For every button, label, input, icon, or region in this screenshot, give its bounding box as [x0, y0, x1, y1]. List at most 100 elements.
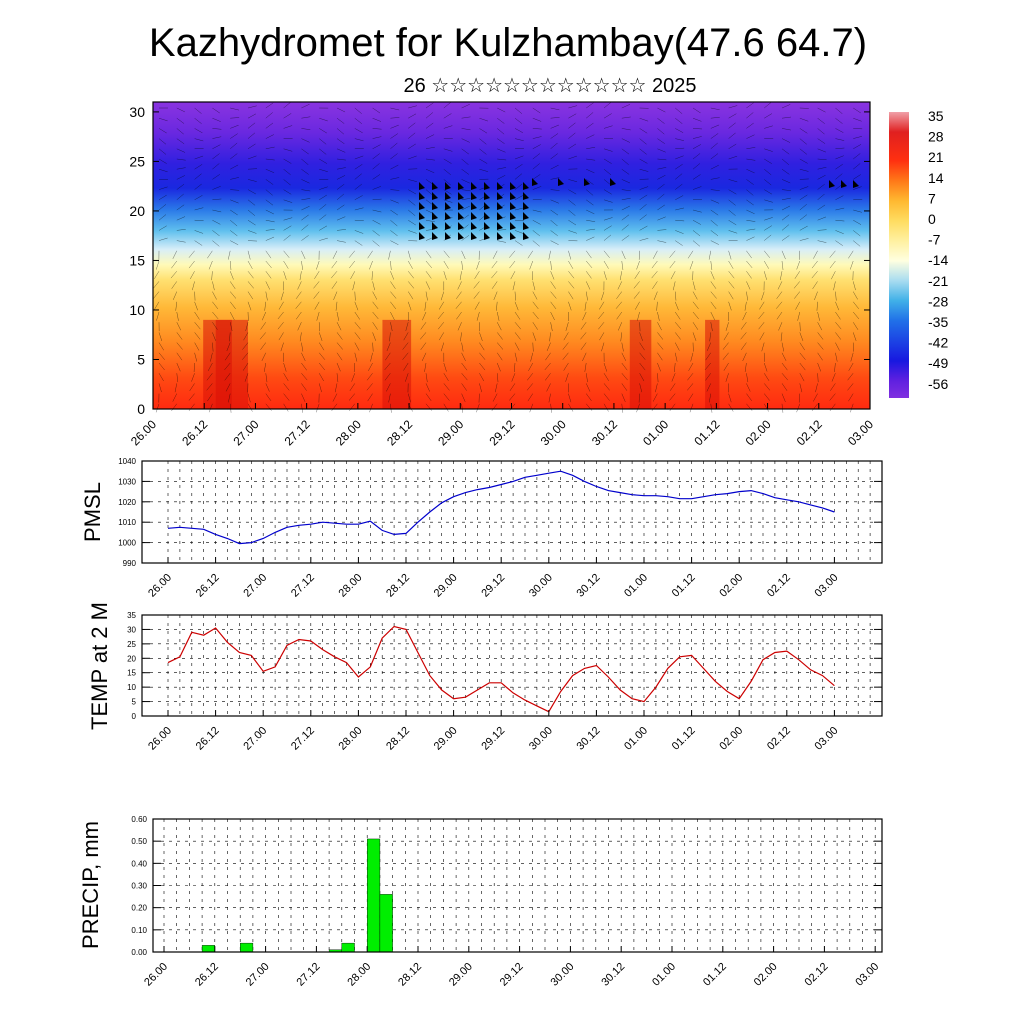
wind-barb — [568, 271, 575, 279]
wind-barb — [354, 173, 362, 180]
wind-barb — [331, 271, 338, 279]
precip-bar — [201, 945, 216, 953]
wind-barb — [527, 393, 534, 402]
colorbar-label: -21 — [928, 273, 948, 289]
wind-barb — [230, 301, 236, 310]
wind-barb — [390, 230, 398, 237]
wind-barb — [586, 122, 594, 129]
temp-frame — [141, 614, 883, 717]
wind-barb — [603, 179, 612, 186]
wind-barb — [403, 332, 409, 341]
wind-barb — [621, 189, 631, 192]
wind-barb — [710, 403, 713, 413]
wind-barb — [228, 393, 231, 403]
wind-barb — [372, 301, 379, 310]
wind-barb — [616, 291, 623, 299]
wind-barb — [425, 219, 435, 223]
wind-barb — [799, 373, 805, 382]
wind-barb — [491, 260, 498, 269]
wind-barb — [817, 229, 827, 231]
wind-barb — [672, 281, 676, 291]
wind-barb — [230, 199, 239, 204]
wind-barb — [603, 234, 612, 241]
wind-barb — [568, 155, 577, 160]
wind-barb — [639, 168, 649, 172]
wind-barb — [637, 311, 640, 321]
wind-barb — [799, 214, 808, 221]
wind-barb — [781, 138, 791, 143]
wind-barb — [265, 236, 275, 241]
wind-barb — [816, 301, 818, 311]
wind-barb — [212, 117, 221, 122]
wind-barb — [853, 219, 862, 225]
wind-barb — [188, 260, 195, 269]
wind-barb — [568, 189, 577, 195]
wind-barb — [437, 311, 444, 320]
y-tick-label: 15 — [129, 252, 145, 268]
wind-barb — [158, 214, 167, 221]
wind-barb — [532, 107, 541, 114]
wind-barb — [408, 143, 416, 150]
wind-barb — [336, 107, 346, 113]
wind-barb — [603, 403, 609, 412]
wind-barb — [692, 291, 698, 300]
wind-flag — [432, 182, 438, 190]
wind-barb — [230, 230, 238, 237]
wind-barb — [528, 362, 534, 371]
wind-barb — [354, 342, 360, 351]
wind-barb — [799, 362, 806, 371]
wind-barb — [565, 373, 569, 382]
wind-barb — [829, 393, 836, 401]
wind-barb — [799, 128, 808, 134]
wind-barb — [425, 122, 434, 129]
wind-flag — [510, 232, 516, 240]
wind-barb — [781, 403, 784, 413]
wind-barb — [764, 225, 772, 231]
wind-barb — [242, 362, 249, 371]
wind-barb — [354, 118, 363, 124]
wind-barb — [550, 164, 559, 170]
wind-barb — [639, 194, 648, 201]
pmsl-series-line — [167, 470, 835, 545]
wind-barb — [301, 148, 309, 155]
wind-barb — [763, 260, 769, 269]
wind-barb — [390, 153, 398, 160]
wind-barb — [568, 143, 577, 150]
x-tick-label: 03.00 — [813, 572, 841, 600]
wind-barb — [476, 311, 480, 321]
wind-barb — [675, 219, 685, 222]
wind-barb — [728, 155, 738, 160]
wind-barb — [194, 332, 201, 340]
wind-barb — [390, 291, 397, 299]
wind-barb — [461, 189, 471, 192]
wind-barb — [247, 122, 256, 129]
wind-barb — [176, 175, 185, 180]
wind-barb — [265, 383, 270, 392]
wind-flag — [419, 212, 425, 220]
wind-barb — [264, 301, 267, 311]
wind-barb — [194, 301, 198, 311]
wind-barb — [601, 342, 605, 352]
wind-barb — [706, 342, 712, 351]
wind-barb — [283, 393, 290, 401]
wind-flag — [497, 192, 503, 200]
wind-barb — [652, 393, 658, 402]
wind-barb — [657, 216, 666, 221]
wind-barb — [835, 240, 843, 246]
wind-barb — [297, 281, 302, 290]
pmsl-frame — [141, 460, 883, 564]
wind-barb — [496, 301, 498, 311]
wind-barb — [212, 136, 222, 139]
wind-flag — [497, 212, 503, 220]
wind-barb — [728, 122, 736, 129]
wind-barb — [230, 291, 237, 299]
wind-flag — [432, 202, 438, 210]
wind-barb — [497, 148, 506, 153]
colorbar-label: -14 — [928, 252, 948, 268]
wind-barb — [514, 107, 523, 114]
wind-barb — [853, 209, 862, 213]
wind-barb — [386, 342, 391, 352]
wind-barb — [349, 260, 355, 269]
wind-barb — [301, 189, 311, 192]
wind-barb — [440, 342, 445, 352]
